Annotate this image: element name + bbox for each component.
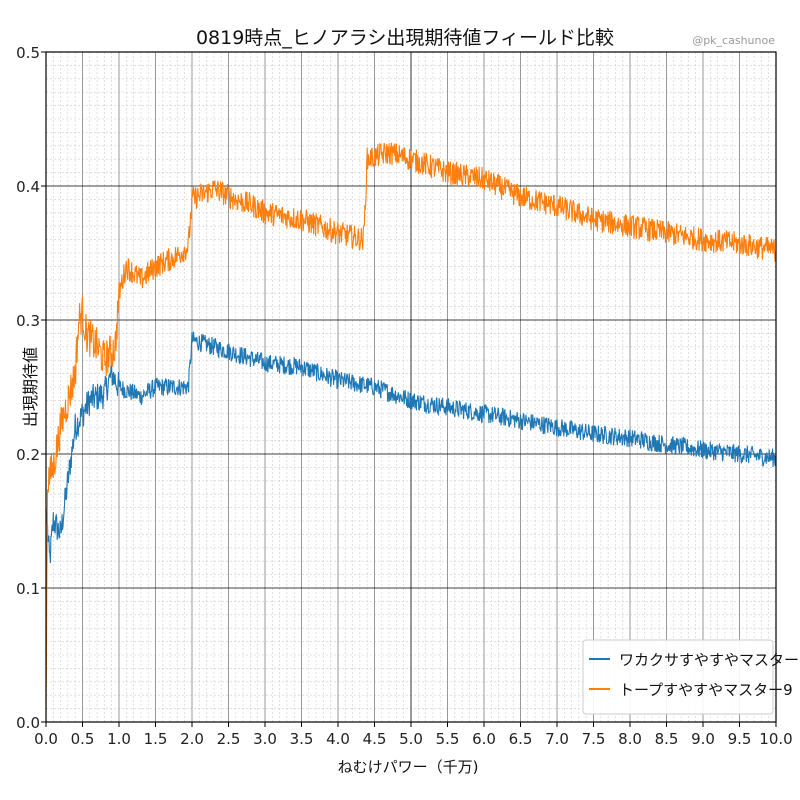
x-tick-label: 6.5 <box>509 730 533 748</box>
x-tick-label: 2.5 <box>217 730 241 748</box>
x-tick-label: 10.0 <box>759 730 792 748</box>
x-tick-label: 5.5 <box>436 730 460 748</box>
x-tick-label: 3.0 <box>253 730 277 748</box>
x-tick-label: 0.5 <box>71 730 95 748</box>
x-tick-label: 1.0 <box>107 730 131 748</box>
x-tick-label: 0.0 <box>34 730 58 748</box>
legend-label-0: ワカクサすやすやマスター14 <box>619 651 800 669</box>
x-tick-label: 3.5 <box>290 730 314 748</box>
y-tick-label: 0.3 <box>16 312 40 330</box>
x-tick-label: 4.5 <box>363 730 387 748</box>
y-tick-label: 0.4 <box>16 178 40 196</box>
legend: ワカクサすやすやマスター14 トープすやすやマスター9 <box>582 639 800 715</box>
y-tick-label: 0.0 <box>16 714 40 732</box>
y-tick-label: 0.1 <box>16 580 40 598</box>
watermark: @pk_cashunoe <box>692 34 775 47</box>
x-tick-label: 7.0 <box>545 730 569 748</box>
x-tick-label: 7.5 <box>582 730 606 748</box>
y-tick-label: 0.2 <box>16 446 40 464</box>
series-lines <box>45 142 777 723</box>
legend-label-1: トープすやすやマスター9 <box>619 681 793 699</box>
series-line-1 <box>45 142 777 723</box>
chart-title: 0819時点_ヒノアラシ出現期待値フィールド比較 <box>196 27 614 49</box>
x-tick-label: 9.5 <box>728 730 752 748</box>
x-tick-label: 6.0 <box>472 730 496 748</box>
y-tick-label: 0.5 <box>16 44 40 62</box>
x-tick-label: 8.0 <box>618 730 642 748</box>
series-line-0 <box>45 331 777 564</box>
y-axis-label: 出現期待値 <box>21 347 40 427</box>
legend-box <box>582 639 774 715</box>
x-tick-label: 1.5 <box>144 730 168 748</box>
x-tick-label: 5.0 <box>399 730 423 748</box>
tick-labels: 0.0 0.5 1.0 1.5 2.0 2.5 3.0 3.5 4.0 4.5 5.0 5.5 6.0 6… <box>16 44 793 748</box>
x-tick-label: 8.5 <box>655 730 679 748</box>
x-tick-label: 4.0 <box>326 730 350 748</box>
x-tick-label: 9.0 <box>691 730 715 748</box>
grid <box>45 51 777 723</box>
x-tick-label: 2.0 <box>180 730 204 748</box>
x-axis-label: ねむけパワー（千万) <box>338 758 479 776</box>
